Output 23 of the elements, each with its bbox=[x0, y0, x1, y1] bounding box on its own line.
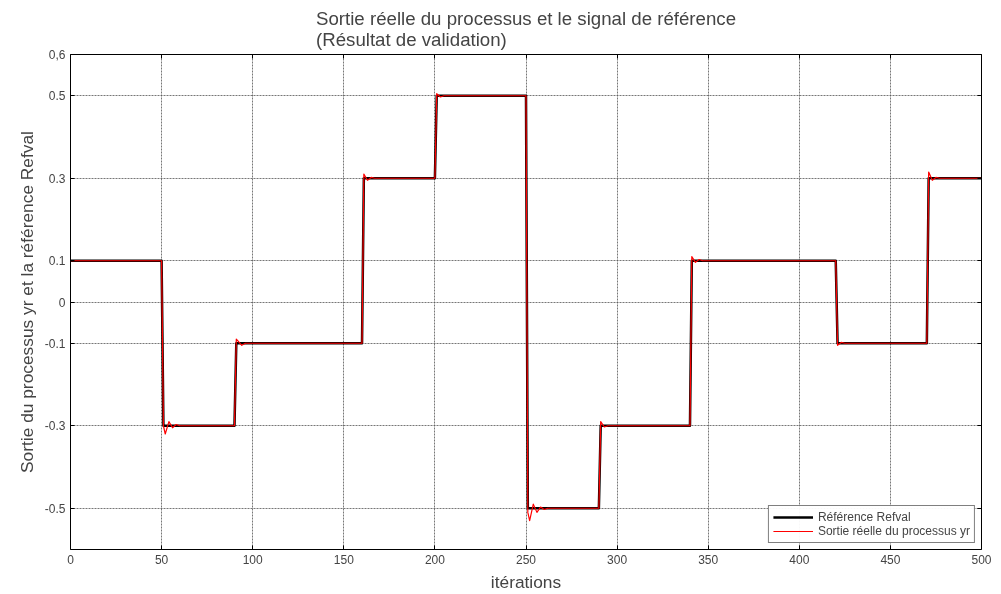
chart-title: Sortie réelle du processus et le signal de référence (Résultat de validation) bbox=[316, 7, 737, 50]
y-tick-label: -0.3 bbox=[44, 419, 66, 434]
y-tick-label: -0.5 bbox=[44, 501, 66, 516]
x-tick-label: 500 bbox=[971, 552, 992, 567]
y-tick-label: -0.1 bbox=[44, 336, 66, 351]
y-tick-label: 0.5 bbox=[48, 89, 66, 104]
x-tick-label: 200 bbox=[424, 552, 446, 567]
legend-label: Référence Refval bbox=[817, 510, 911, 524]
x-axis-title: itérations bbox=[490, 571, 562, 592]
y-tick-label: 0.3 bbox=[48, 171, 66, 186]
y-tick-label: 0 bbox=[58, 295, 66, 310]
x-tick-label: 150 bbox=[333, 552, 355, 567]
x-tick-label: 50 bbox=[154, 552, 169, 567]
x-tick-label: 450 bbox=[880, 552, 901, 567]
y-tick-label: 0.1 bbox=[48, 254, 66, 269]
x-tick-label: 350 bbox=[698, 552, 719, 567]
x-tick-label: 250 bbox=[515, 552, 537, 567]
y-axis-title: Sortie du processus yr et la référence Refval bbox=[16, 131, 37, 473]
legend-label: Sortie réelle du processus yr bbox=[817, 524, 970, 538]
x-tick-label: 100 bbox=[242, 552, 264, 567]
x-tick-label: 400 bbox=[789, 552, 810, 567]
y-tick-label: 0,6 bbox=[48, 48, 66, 62]
x-tick-label: 300 bbox=[607, 552, 628, 567]
